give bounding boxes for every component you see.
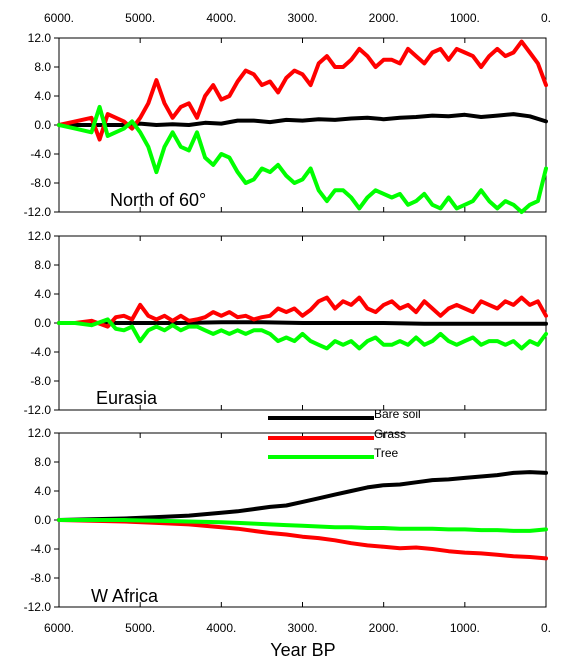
y-tick-label: -4.0 xyxy=(30,542,51,556)
x-tick-label-bottom: 5000. xyxy=(125,621,155,635)
top-x-axis: 6000. 5000. 4000. 3000. 2000. 1000. 0. xyxy=(44,11,551,25)
x-tick-label-top: 6000. xyxy=(44,11,74,25)
x-tick-label-bottom: 1000. xyxy=(450,621,480,635)
series-line-grass xyxy=(57,39,548,142)
panel-label: Eurasia xyxy=(96,388,158,408)
legend-label: Bare soil xyxy=(374,407,421,421)
legend-item-tree: Tree xyxy=(268,446,399,460)
y-tick-label: -12.0 xyxy=(24,403,52,417)
y-tick-label: -4.0 xyxy=(30,147,51,161)
y-tick-label: 4.0 xyxy=(34,484,51,498)
y-tick-label: 0.0 xyxy=(34,118,51,132)
y-tick-label: 8.0 xyxy=(34,258,51,272)
y-tick-label: 12.0 xyxy=(28,426,52,440)
y-tick-label: 8.0 xyxy=(34,60,51,74)
y-tick-label: -12.0 xyxy=(24,600,52,614)
series-line-bare-soil xyxy=(57,320,548,326)
x-tick-label-bottom: 6000. xyxy=(44,621,74,635)
legend-item-bare-soil: Bare soil xyxy=(268,407,421,421)
series-line-grass xyxy=(57,518,548,561)
x-tick-label-bottom: 4000. xyxy=(206,621,236,635)
legend-item-grass: Grass xyxy=(268,427,406,441)
y-tick-label: -12.0 xyxy=(24,205,52,219)
legend-label: Grass xyxy=(374,427,406,441)
y-tick-label: -8.0 xyxy=(30,571,51,585)
panel-label: W Africa xyxy=(91,586,159,606)
series-line-grass xyxy=(57,295,548,329)
panel-w-africa: 12.0 8.0 4.0 0.0 -4.0 -8.0 -12.0 W Africa xyxy=(24,426,548,614)
y-tick-label: 0.0 xyxy=(34,513,51,527)
bottom-x-axis: 6000. 5000. 4000. 3000. 2000. 1000. 0. xyxy=(44,621,551,635)
x-tick-label-bottom: 2000. xyxy=(369,621,399,635)
panel-label: North of 60° xyxy=(110,190,206,210)
x-tick-label-top: 2000. xyxy=(369,11,399,25)
panel-eurasia: 12.0 8.0 4.0 0.0 -4.0 -8.0 -12.0 Eurasia xyxy=(24,229,548,417)
y-tick-label: 8.0 xyxy=(34,455,51,469)
x-axis-title: Year BP xyxy=(270,640,335,660)
x-tick-label-top: 5000. xyxy=(125,11,155,25)
x-tick-label-top: 0. xyxy=(541,11,551,25)
y-tick-label: 4.0 xyxy=(34,287,51,301)
x-tick-label-bottom: 0. xyxy=(541,621,551,635)
series-line-tree xyxy=(57,317,548,351)
y-tick-label: -4.0 xyxy=(30,345,51,359)
x-tick-label-top: 3000. xyxy=(287,11,317,25)
y-tick-label: -8.0 xyxy=(30,374,51,388)
legend-label: Tree xyxy=(374,446,399,460)
y-tick-label: 12.0 xyxy=(28,31,52,45)
y-tick-label: 0.0 xyxy=(34,316,51,330)
series-line-bare-soil xyxy=(57,112,548,127)
panel-north-of-60: 12.0 8.0 4.0 0.0 -4.0 -8.0 -12.0 North of 60° xyxy=(24,31,548,219)
legend: Bare soil Grass Tree xyxy=(268,407,421,460)
x-tick-label-top: 1000. xyxy=(450,11,480,25)
series-line-bare-soil xyxy=(57,470,548,522)
series-line-tree xyxy=(57,104,548,214)
y-tick-label: 4.0 xyxy=(34,89,51,103)
y-tick-label: -8.0 xyxy=(30,176,51,190)
x-tick-label-bottom: 3000. xyxy=(287,621,317,635)
y-tick-label: 12.0 xyxy=(28,229,52,243)
x-tick-label-top: 4000. xyxy=(206,11,236,25)
series-line-tree xyxy=(57,518,548,533)
